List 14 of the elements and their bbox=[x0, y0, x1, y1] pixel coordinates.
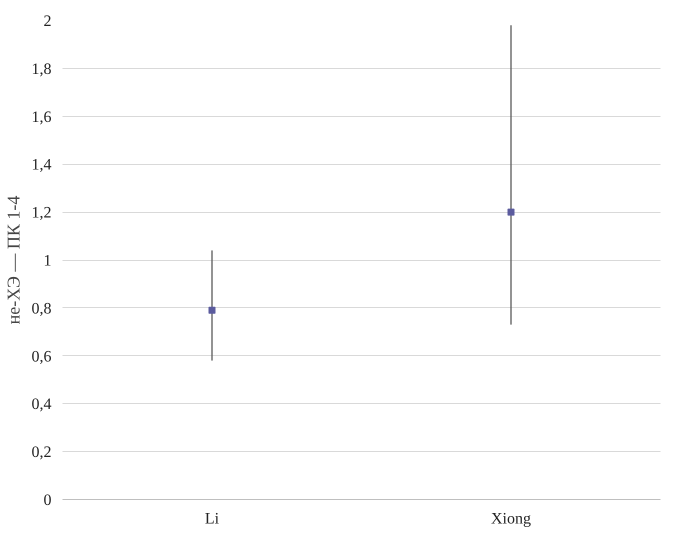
y-tick-label: 0,4 bbox=[32, 396, 52, 414]
y-tick-label: 0,2 bbox=[32, 444, 52, 462]
y-tick-label: 0 bbox=[44, 492, 52, 509]
y-tick-label: 2 bbox=[44, 13, 52, 30]
y-tick-label: 0,8 bbox=[32, 300, 52, 318]
y-tick-label: 1,6 bbox=[32, 108, 52, 126]
y-tick-label: 1,2 bbox=[32, 204, 52, 222]
y-tick-label: 1,8 bbox=[32, 60, 52, 78]
y-tick-label: 1 bbox=[44, 252, 52, 270]
y-tick-label: 1,4 bbox=[32, 156, 52, 174]
y-axis-title: не-ХЭ — ПК 1-4 bbox=[4, 196, 24, 324]
y-tick-label: 0,6 bbox=[32, 348, 52, 366]
x-tick-label: Xiong bbox=[491, 510, 531, 528]
x-tick-label: Li bbox=[204, 510, 220, 528]
